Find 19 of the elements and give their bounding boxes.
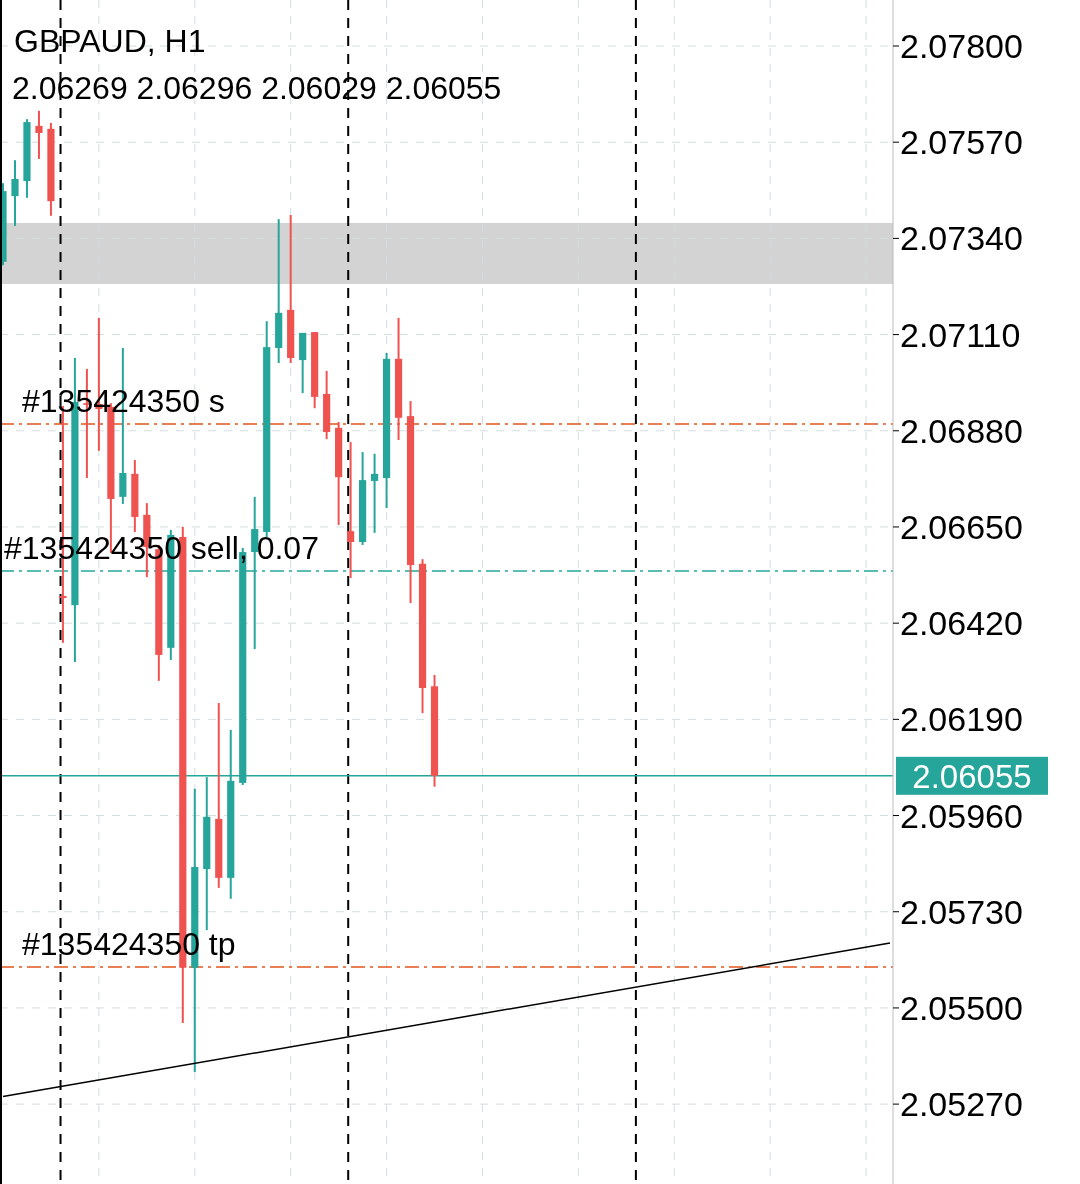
y-tick-label: 2.07110 [900,315,1021,354]
y-tick-label: 2.07800 [900,27,1023,65]
y-tick-label: 2.05270 [900,1085,1023,1124]
y-tick-label: 2.05730 [900,892,1023,931]
y-tick-label: 2.06650 [900,507,1023,546]
y-tick-label: 2.06190 [900,700,1023,739]
y-tick-label: 2.07340 [900,219,1023,258]
ref-line-label: 2.06055 [912,757,1032,795]
candlestick [11,159,19,227]
y-tick-label: 2.06880 [900,411,1023,450]
y-tick-label: 2.07570 [900,123,1023,162]
candlestick [370,452,379,534]
candlestick [35,109,43,160]
y-tick-label: 2.05960 [900,796,1023,835]
text: 2.06269 2.06296 2.06029 2.06055 [12,70,502,106]
y-tick-label: 2.06420 [900,604,1023,643]
candlestick [347,441,355,579]
y-tick-label: 2.05500 [900,988,1023,1027]
text: GBPAUD, H1 [14,23,206,59]
